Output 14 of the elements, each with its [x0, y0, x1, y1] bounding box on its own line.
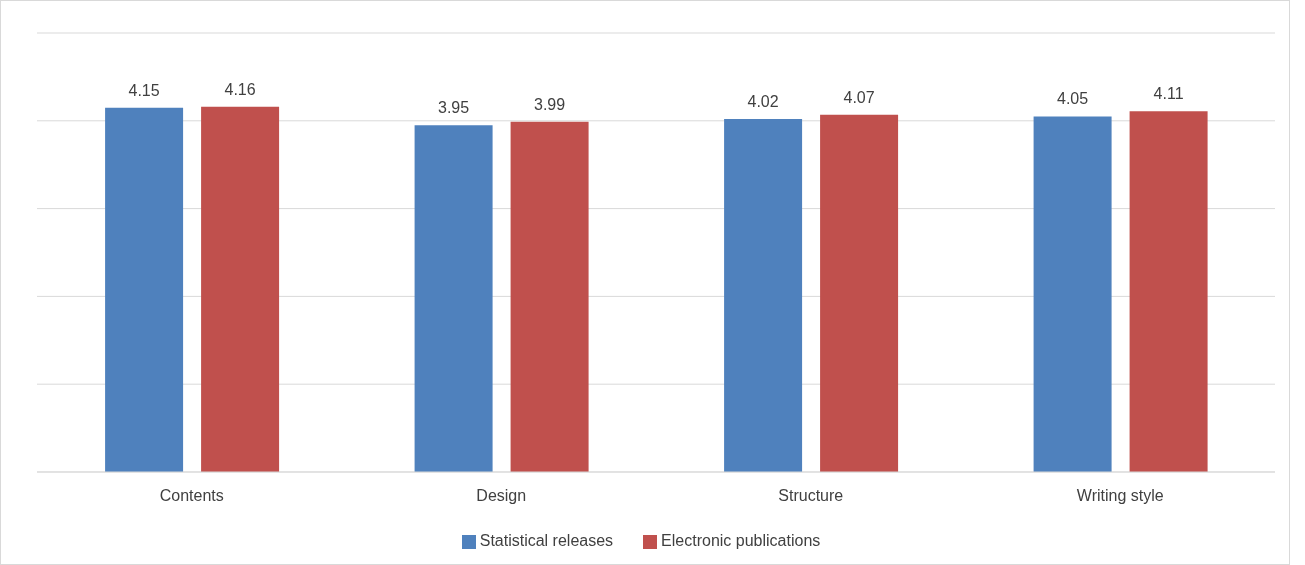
data-label: 4.15	[128, 81, 160, 99]
data-label: 3.95	[438, 99, 470, 117]
data-label: 4.11	[1153, 85, 1184, 103]
legend-label: Electronic publications	[661, 532, 821, 549]
data-label: 4.16	[224, 80, 256, 98]
data-label: 3.99	[534, 95, 566, 113]
data-label: 4.05	[1057, 90, 1089, 108]
data-label: 4.07	[843, 88, 875, 106]
x-tick-label: Design	[476, 487, 527, 505]
legend-label: Statistical releases	[479, 532, 614, 549]
x-tick-label: Structure	[778, 487, 844, 505]
x-tick-label: Contents	[159, 487, 224, 505]
x-tick-label: Writing style	[1076, 487, 1164, 505]
data-label: 4.02	[747, 93, 779, 111]
